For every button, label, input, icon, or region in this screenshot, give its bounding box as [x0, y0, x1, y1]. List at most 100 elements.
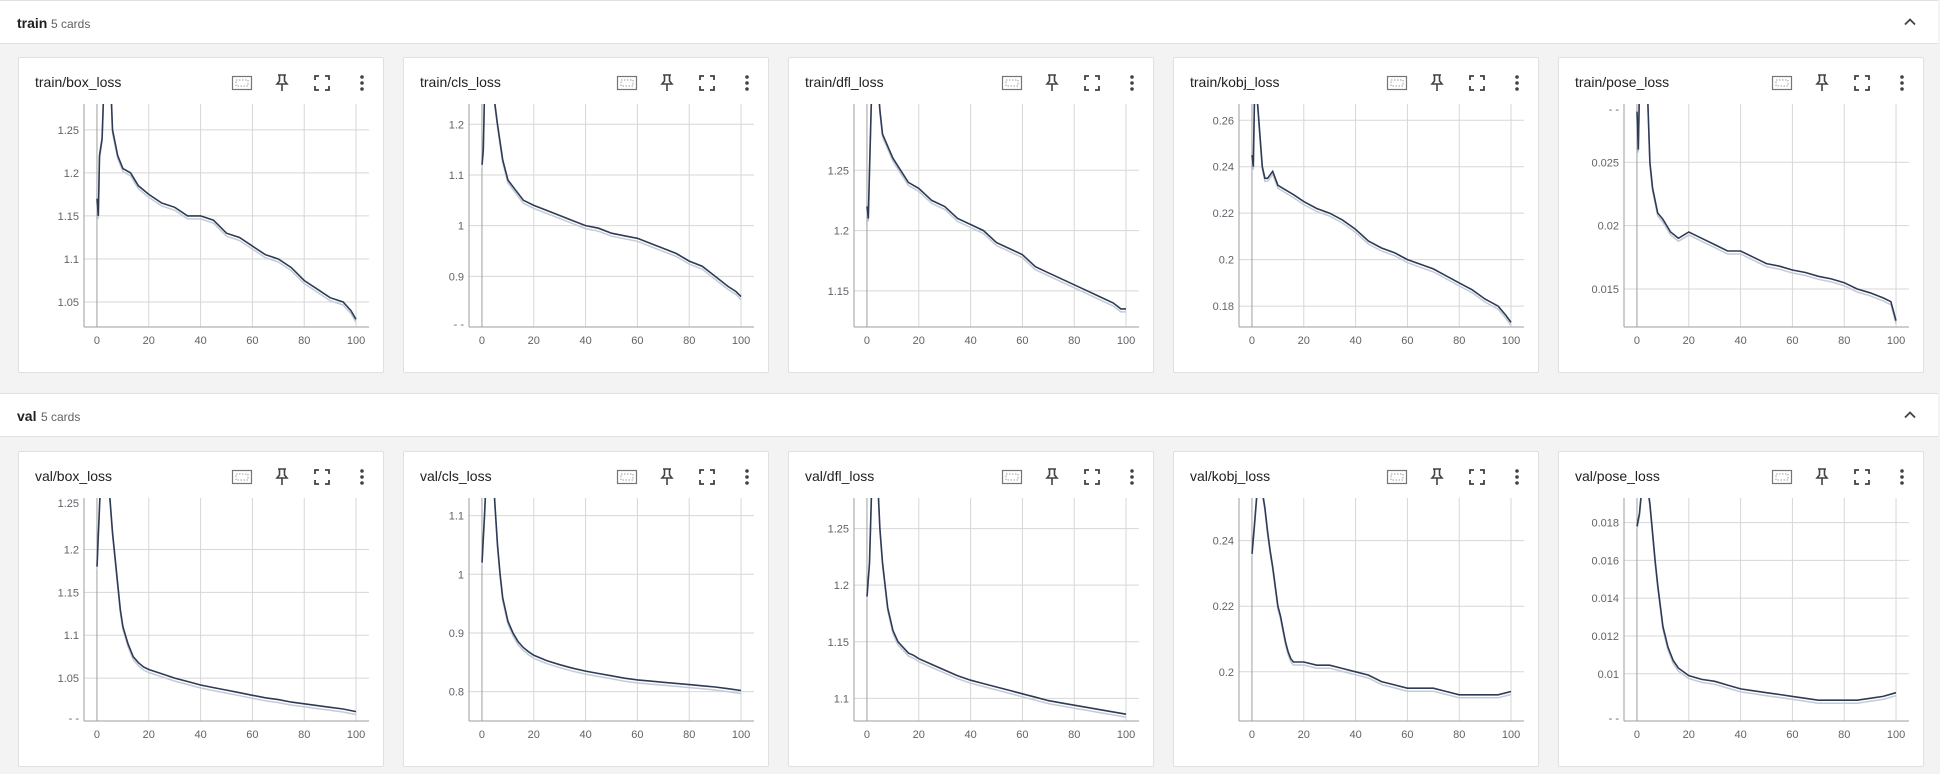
chart-plot[interactable]: 0.9 1 1.1 1.2 0 20 40 60 80 100 - -: [404, 104, 770, 364]
fit-domain-icon[interactable]: [1770, 71, 1794, 95]
card-title: val/dfl_loss: [805, 468, 875, 484]
x-tick-label: 80: [298, 335, 310, 347]
x-tick-label: 40: [1349, 335, 1361, 347]
fit-domain-icon[interactable]: [615, 465, 639, 489]
x-tick-label: 0: [94, 729, 100, 741]
x-tick-label: 0: [479, 729, 485, 741]
y-tick-label: 0.025: [1591, 157, 1619, 169]
chart-plot[interactable]: 0.8 0.9 1 1.1 0 20 40 60 80 100: [404, 498, 770, 758]
fit-domain-icon[interactable]: [230, 465, 254, 489]
chart-plot[interactable]: 1.1 1.15 1.2 1.25 0 20 40 60 80 100: [789, 498, 1155, 758]
fit-domain-icon[interactable]: [1770, 465, 1794, 489]
series-line: [1251, 104, 1512, 323]
y-tick-label: 0.012: [1591, 631, 1619, 643]
fit-domain-icon[interactable]: [1385, 71, 1409, 95]
pin-icon[interactable]: [270, 465, 294, 489]
x-tick-label: 80: [1453, 335, 1465, 347]
chart-plot[interactable]: 0.2 0.22 0.24 0 20 40 60 80 100: [1174, 498, 1540, 758]
fullscreen-icon[interactable]: [1850, 71, 1874, 95]
more-vert-icon[interactable]: [735, 71, 759, 95]
x-tick-label: 40: [964, 729, 976, 741]
fullscreen-icon[interactable]: [1080, 465, 1104, 489]
fullscreen-icon[interactable]: [1850, 465, 1874, 489]
fullscreen-icon[interactable]: [695, 71, 719, 95]
fit-domain-icon[interactable]: [1385, 465, 1409, 489]
x-tick-label: 60: [1401, 335, 1413, 347]
fullscreen-icon[interactable]: [1465, 465, 1489, 489]
x-tick-label: 80: [1068, 729, 1080, 741]
pin-icon[interactable]: [1040, 465, 1064, 489]
more-vert-icon[interactable]: [735, 465, 759, 489]
x-tick-label: 20: [143, 335, 155, 347]
x-tick-label: 80: [1838, 335, 1850, 347]
pin-icon[interactable]: [270, 71, 294, 95]
series-line: [1636, 104, 1897, 321]
y-tick-label: 0.018: [1591, 518, 1619, 530]
y-tick-label: 1.2: [64, 168, 79, 180]
more-vert-icon[interactable]: [350, 465, 374, 489]
x-tick-label: 20: [1683, 729, 1695, 741]
x-tick-label: 60: [246, 729, 258, 741]
card-title: val/cls_loss: [420, 468, 492, 484]
chevron-up-icon[interactable]: [1900, 12, 1920, 32]
x-tick-label: 100: [1502, 335, 1520, 347]
series-line: [96, 104, 357, 320]
fit-domain-icon[interactable]: [1000, 465, 1024, 489]
scalar-card: val/kobj_loss 0.2 0.22 0.24 0 20 40 60 80 100: [1173, 451, 1539, 767]
chart-plot[interactable]: 1.05 1.1 1.15 1.2 0 20 40 60 80 100 1.25 - -: [19, 498, 385, 758]
card-title: val/kobj_loss: [1190, 468, 1271, 484]
chevron-up-icon[interactable]: [1900, 405, 1920, 425]
x-tick-label: 20: [1298, 729, 1310, 741]
more-vert-icon[interactable]: [1505, 465, 1529, 489]
x-tick-label: 100: [732, 729, 750, 741]
scalar-card: val/cls_loss 0.8 0.9 1 1.1 0 20 40 60 80 100: [403, 451, 769, 767]
y-tick-label: 0.2: [1219, 667, 1234, 679]
y-tick-label-bottom: - -: [1609, 713, 1620, 725]
fit-domain-icon[interactable]: [230, 71, 254, 95]
pin-icon[interactable]: [1040, 71, 1064, 95]
x-tick-label: 80: [1453, 729, 1465, 741]
y-tick-label: 1.1: [834, 693, 849, 705]
y-tick-label: 0.18: [1213, 301, 1234, 313]
more-vert-icon[interactable]: [1120, 465, 1144, 489]
chart-plot[interactable]: 0.015 0.02 0.025 0 20 40 60 80 100 - -: [1559, 104, 1925, 364]
y-tick-label: 0.26: [1213, 115, 1234, 127]
pin-icon[interactable]: [655, 465, 679, 489]
more-vert-icon[interactable]: [350, 71, 374, 95]
more-vert-icon[interactable]: [1120, 71, 1144, 95]
pin-icon[interactable]: [1425, 465, 1449, 489]
pin-icon[interactable]: [1425, 71, 1449, 95]
fullscreen-icon[interactable]: [695, 465, 719, 489]
chart-plot[interactable]: 1.05 1.1 1.15 1.2 1.25 0 20 40 60 80 100: [19, 104, 385, 364]
group-name: train: [17, 15, 48, 31]
pin-icon[interactable]: [655, 71, 679, 95]
fullscreen-icon[interactable]: [310, 71, 334, 95]
more-vert-icon[interactable]: [1890, 71, 1914, 95]
scalar-card: train/dfl_loss 1.15 1.2 1.25 0 20 40 60 80 100: [788, 57, 1154, 373]
fit-domain-icon[interactable]: [615, 71, 639, 95]
chart-plot[interactable]: 0.01 0.012 0.014 0.016 0.018 0 20 40 60 80 100 - -: [1559, 498, 1925, 758]
y-tick-label: 0.22: [1213, 208, 1234, 220]
fit-domain-icon[interactable]: [1000, 71, 1024, 95]
scalar-card: train/pose_loss 0.015 0.02 0.025 0 20 40 60 80 10…: [1558, 57, 1924, 373]
pin-icon[interactable]: [1810, 465, 1834, 489]
chart-plot[interactable]: 1.15 1.2 1.25 0 20 40 60 80 100: [789, 104, 1155, 364]
pin-icon[interactable]: [1810, 71, 1834, 95]
x-tick-label: 60: [1786, 729, 1798, 741]
y-tick-label: 0.01: [1598, 669, 1619, 681]
chart-plot[interactable]: 0.18 0.2 0.22 0.24 0.26 0 20 40 60 80 100: [1174, 104, 1540, 364]
x-tick-label: 0: [1634, 335, 1640, 347]
fullscreen-icon[interactable]: [1465, 71, 1489, 95]
x-tick-label: 100: [1887, 335, 1905, 347]
more-vert-icon[interactable]: [1505, 71, 1529, 95]
y-tick-label: 1.05: [58, 673, 79, 685]
series-line: [481, 104, 742, 298]
more-vert-icon[interactable]: [1890, 465, 1914, 489]
fullscreen-icon[interactable]: [1080, 71, 1104, 95]
x-tick-label: 40: [964, 335, 976, 347]
fullscreen-icon[interactable]: [310, 465, 334, 489]
x-tick-label: 0: [479, 335, 485, 347]
card-title: train/box_loss: [35, 74, 122, 90]
y-tick-label-bottom: - -: [454, 319, 465, 331]
y-tick-label: 0.016: [1591, 555, 1619, 567]
